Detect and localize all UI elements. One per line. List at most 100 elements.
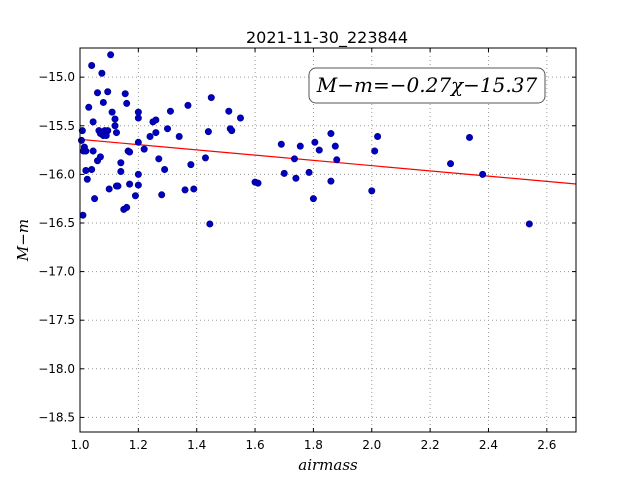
y-tick-label: −18.0 xyxy=(38,362,75,376)
data-point xyxy=(99,98,107,106)
data-point xyxy=(117,167,125,175)
data-point xyxy=(77,136,85,144)
data-point xyxy=(207,94,215,102)
data-point xyxy=(134,170,142,178)
data-point xyxy=(290,155,298,163)
x-tick-label: 2.4 xyxy=(479,438,498,452)
data-point xyxy=(134,108,142,116)
data-point xyxy=(466,133,474,141)
x-tick-label: 1.0 xyxy=(70,438,89,452)
data-point xyxy=(88,61,96,69)
x-tick-label: 1.2 xyxy=(129,438,148,452)
data-point xyxy=(305,168,313,176)
data-point xyxy=(236,114,244,122)
data-point xyxy=(327,130,335,138)
x-axis-title: airmass xyxy=(298,456,358,474)
data-point xyxy=(201,154,209,162)
data-points xyxy=(77,51,533,228)
y-tick-label: −16.5 xyxy=(38,216,75,230)
data-point xyxy=(89,147,97,155)
data-point xyxy=(105,185,113,193)
data-point xyxy=(374,132,382,140)
data-point xyxy=(166,107,174,115)
data-point xyxy=(479,170,487,178)
y-axis-title: M−m xyxy=(14,219,32,262)
x-tick-label: 2.6 xyxy=(537,438,556,452)
data-point xyxy=(206,220,214,228)
data-point xyxy=(187,161,195,169)
data-point xyxy=(104,88,112,96)
data-point xyxy=(111,122,119,130)
data-point xyxy=(161,166,169,174)
data-point xyxy=(280,169,288,177)
x-tick-label: 1.6 xyxy=(246,438,265,452)
data-point xyxy=(134,114,142,122)
data-point xyxy=(89,118,97,126)
data-point xyxy=(94,89,102,97)
data-point xyxy=(134,138,142,146)
data-point xyxy=(146,132,154,140)
data-point xyxy=(158,191,166,199)
axis-ticks xyxy=(79,48,576,432)
data-point xyxy=(82,166,90,174)
data-point xyxy=(78,127,86,135)
data-point xyxy=(225,107,233,115)
y-tick-label: −15.0 xyxy=(38,70,75,84)
data-point xyxy=(85,103,93,111)
y-tick-label: −16.0 xyxy=(38,167,75,181)
chart-title: 2021-11-30_223844 xyxy=(246,28,408,48)
data-point xyxy=(368,187,376,195)
data-point xyxy=(82,147,90,155)
data-point xyxy=(96,153,104,161)
data-point xyxy=(152,116,160,124)
data-point xyxy=(447,160,455,168)
data-point xyxy=(114,182,122,190)
x-tick-label: 1.8 xyxy=(304,438,323,452)
data-point xyxy=(108,108,116,116)
data-point xyxy=(111,115,119,123)
data-point xyxy=(123,99,131,107)
data-point xyxy=(88,166,96,174)
data-point xyxy=(327,177,335,185)
data-point xyxy=(296,142,304,150)
y-tick-label: −18.5 xyxy=(38,410,75,424)
data-point xyxy=(190,185,198,193)
data-point xyxy=(123,203,131,211)
data-point xyxy=(204,128,212,136)
data-point xyxy=(333,156,341,164)
data-point xyxy=(112,129,120,137)
data-point xyxy=(254,179,262,187)
y-tick-label: −17.0 xyxy=(38,265,75,279)
x-tick-label: 2.0 xyxy=(362,438,381,452)
data-point xyxy=(315,146,323,154)
x-tick-label: 1.4 xyxy=(187,438,206,452)
data-point xyxy=(152,129,160,137)
data-point xyxy=(117,159,125,167)
y-tick-label: −15.5 xyxy=(38,119,75,133)
data-point xyxy=(131,192,139,200)
data-point xyxy=(126,180,134,188)
grid xyxy=(79,48,576,432)
data-point xyxy=(371,147,379,155)
data-point xyxy=(331,142,339,150)
data-point xyxy=(134,181,142,189)
equation-box xyxy=(308,67,546,104)
data-point xyxy=(83,175,91,183)
x-tick-label: 2.2 xyxy=(421,438,440,452)
fit-line-layer xyxy=(79,138,577,185)
data-point xyxy=(181,186,189,194)
data-point xyxy=(126,148,134,156)
plot-frame xyxy=(79,47,577,433)
data-point xyxy=(164,125,172,133)
fit-line xyxy=(79,138,577,185)
data-point xyxy=(228,127,236,135)
data-point xyxy=(91,195,99,203)
data-point xyxy=(309,195,317,203)
data-point xyxy=(79,211,87,219)
data-point xyxy=(121,90,129,98)
x-tick-labels: 1.0 1.2 1.4 1.6 1.8 2.0 2.2 2.4 2.6 xyxy=(70,438,556,452)
data-point xyxy=(140,145,148,153)
data-point xyxy=(311,138,319,146)
data-point xyxy=(525,220,533,228)
